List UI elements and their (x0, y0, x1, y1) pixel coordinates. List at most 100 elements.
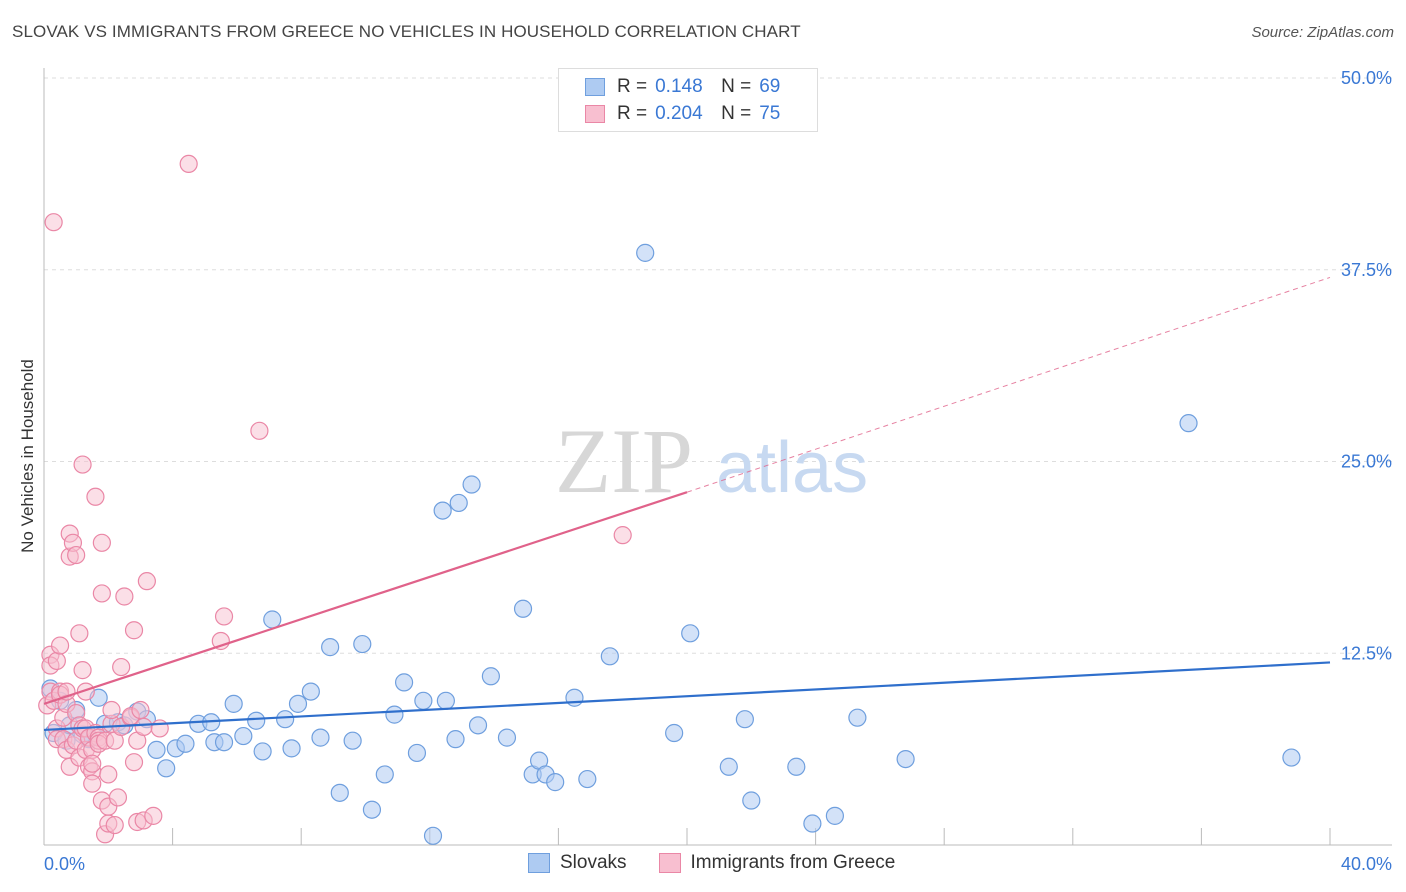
x-tick-label: 40.0% (1341, 854, 1392, 874)
greece-point (131, 700, 150, 720)
greece-point (214, 607, 234, 626)
greece-point (44, 213, 63, 232)
greece-point (112, 657, 131, 677)
slovaks-point (375, 765, 394, 784)
slovaks-point (234, 726, 253, 746)
greece-trend-extension (686, 276, 1331, 493)
r-value: 0.148 (655, 76, 703, 97)
x-tick-labels: 0.0% 40.0% (44, 854, 1392, 874)
watermark-atlas: atlas (716, 428, 868, 508)
greece-point (179, 154, 198, 174)
slovaks-point (394, 673, 414, 692)
slovaks-swatch (528, 853, 550, 873)
series-slovaks-points (41, 243, 1301, 845)
slovaks-point (330, 783, 349, 802)
greece-point (108, 788, 128, 807)
slovaks-point (546, 773, 565, 792)
greece-point (50, 636, 70, 655)
greece-point (134, 717, 153, 736)
slovaks-point (787, 757, 806, 776)
greece-point (83, 754, 102, 773)
greece-point (124, 621, 144, 640)
slovaks-trend-line (43, 661, 1331, 732)
slovaks-point (497, 728, 517, 747)
slovaks-point (407, 743, 427, 763)
legend-item-slovaks: Slovaks (528, 852, 627, 874)
slovaks-point (288, 694, 308, 713)
greece-point (115, 587, 134, 606)
slovaks-point (681, 624, 700, 643)
correlation-legend: R = 0.148 N = 69 R = 0.204 N = 75 (558, 68, 818, 132)
greece-point (86, 487, 105, 506)
greece-point (92, 533, 111, 552)
series-legend: Slovaks Immigrants from Greece (528, 852, 927, 874)
n-label: N = (721, 103, 752, 124)
greece-swatch (585, 105, 605, 123)
gridlines (44, 77, 1392, 654)
watermark-zip: ZIP (555, 410, 693, 512)
slovaks-point (214, 733, 234, 752)
slovaks-point (311, 728, 330, 747)
trend-lines (43, 276, 1331, 732)
slovaks-point (353, 634, 372, 654)
greece-point (92, 584, 111, 603)
slovaks-point (436, 691, 455, 710)
slovaks-point (742, 791, 761, 810)
slovaks-point (513, 599, 533, 618)
greece-point (99, 765, 118, 784)
slovaks-point (719, 757, 738, 776)
slovaks-point (578, 769, 597, 789)
greece-point (47, 651, 66, 671)
greece-point (105, 815, 124, 835)
slovaks-point (462, 475, 481, 494)
x-tick-label: 0.0% (44, 854, 85, 874)
greece-point (144, 806, 163, 825)
r-label: R = (617, 103, 648, 124)
n-label: N = (721, 76, 752, 97)
slovaks-point (803, 814, 822, 833)
slovaks-point (224, 694, 243, 713)
series-greece-points (38, 154, 632, 844)
slovaks-point (362, 800, 382, 819)
slovaks-point (1179, 414, 1198, 433)
greece-trend-line (43, 491, 688, 705)
slovaks-point (343, 731, 362, 750)
slovaks-point (433, 501, 452, 520)
greece-point (70, 624, 89, 643)
slovaks-point (665, 723, 684, 743)
greece-point (102, 700, 121, 720)
slovaks-point (301, 682, 320, 701)
y-tick-label: 12.5% (1341, 643, 1392, 663)
source-label: Source: ZipAtlas.com (1251, 24, 1394, 41)
slovaks-point (825, 806, 844, 825)
slovaks-point (147, 740, 166, 759)
r-value: 0.204 (655, 103, 703, 124)
legend-row-greece: R = 0.204 N = 75 (585, 102, 780, 126)
legend-label-slovaks: Slovaks (560, 852, 627, 873)
n-value: 75 (759, 103, 781, 124)
slovaks-point (263, 610, 282, 629)
slovaks-point (253, 742, 272, 761)
slovaks-point (157, 759, 176, 778)
slovaks-point (600, 647, 619, 666)
slovaks-point (565, 688, 584, 707)
slovaks-point (1282, 748, 1301, 767)
slovaks-point (481, 667, 500, 686)
greece-point (67, 545, 86, 565)
greece-point (613, 526, 632, 545)
y-tick-label: 50.0% (1341, 68, 1392, 88)
greece-point (250, 421, 269, 440)
legend-label-greece: Immigrants from Greece (690, 852, 896, 873)
slovaks-point (636, 243, 655, 262)
slovaks-point (276, 710, 295, 729)
y-tick-label: 37.5% (1341, 260, 1392, 280)
slovaks-point (282, 739, 301, 758)
slovaks-point (446, 730, 465, 749)
slovaks-point (321, 638, 340, 657)
y-tick-labels: 12.5% 25.0% 37.5% 50.0% (1341, 68, 1392, 663)
legend-row-slovaks: R = 0.148 N = 69 (585, 75, 780, 99)
greece-swatch (658, 853, 681, 873)
slovaks-point (848, 708, 867, 727)
n-value: 69 (759, 76, 781, 97)
